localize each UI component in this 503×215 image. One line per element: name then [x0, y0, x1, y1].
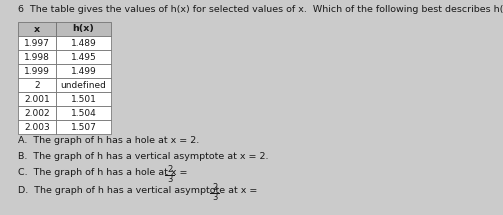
Text: 1.504: 1.504 — [70, 109, 97, 118]
Text: A.  The graph of h has a hole at x = 2.: A. The graph of h has a hole at x = 2. — [18, 136, 199, 145]
Bar — [18, 78, 56, 92]
Bar — [18, 64, 56, 78]
Bar — [18, 92, 56, 106]
Text: 1.501: 1.501 — [70, 95, 97, 103]
Text: 3: 3 — [212, 194, 218, 203]
Text: 1.999: 1.999 — [24, 66, 50, 75]
Text: C.  The graph of h has a hole at x =: C. The graph of h has a hole at x = — [18, 168, 191, 177]
Bar — [18, 50, 56, 64]
Text: 1.495: 1.495 — [70, 52, 97, 61]
Bar — [210, 192, 220, 194]
Text: 2.003: 2.003 — [24, 123, 50, 132]
Bar — [18, 22, 56, 36]
Text: 2.002: 2.002 — [24, 109, 50, 118]
Text: 2.001: 2.001 — [24, 95, 50, 103]
Bar — [56, 64, 111, 78]
Text: 2: 2 — [167, 166, 173, 175]
Text: 1.998: 1.998 — [24, 52, 50, 61]
Text: 1.507: 1.507 — [70, 123, 97, 132]
Bar — [56, 36, 111, 50]
Text: undefined: undefined — [60, 80, 107, 89]
Text: 1.489: 1.489 — [70, 38, 97, 48]
Bar — [165, 175, 175, 176]
Bar — [56, 92, 111, 106]
Text: 3: 3 — [167, 175, 173, 184]
Text: 1.499: 1.499 — [70, 66, 97, 75]
Text: 2: 2 — [212, 183, 218, 192]
Bar — [56, 120, 111, 134]
Bar — [18, 120, 56, 134]
Text: 1.997: 1.997 — [24, 38, 50, 48]
Text: 2: 2 — [34, 80, 40, 89]
Text: x: x — [34, 25, 40, 34]
Bar — [56, 106, 111, 120]
Bar — [18, 106, 56, 120]
Bar — [18, 36, 56, 50]
Bar — [56, 22, 111, 36]
Text: B.  The graph of h has a vertical asymptote at x = 2.: B. The graph of h has a vertical asympto… — [18, 152, 269, 161]
Text: 6  The table gives the values of h(x) for selected values of x.  Which of the fo: 6 The table gives the values of h(x) for… — [18, 5, 503, 14]
Text: h(x): h(x) — [72, 25, 95, 34]
Bar — [56, 50, 111, 64]
Text: D.  The graph of h has a vertical asymptote at x =: D. The graph of h has a vertical asympto… — [18, 186, 261, 195]
Bar — [56, 78, 111, 92]
